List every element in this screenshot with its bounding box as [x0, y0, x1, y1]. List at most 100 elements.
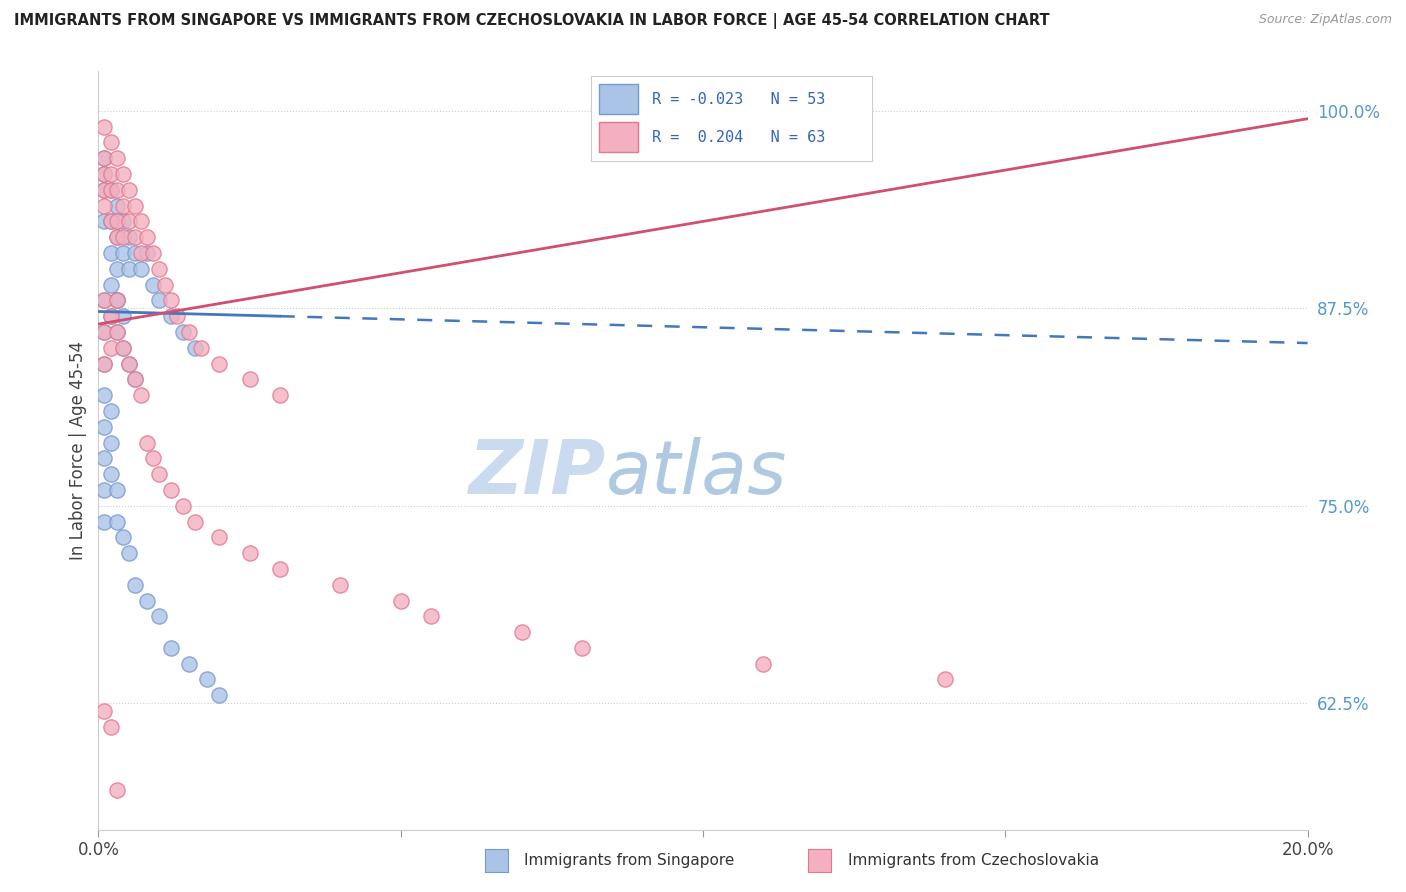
Point [148, 261, 170, 276]
Point [93, 183, 115, 197]
Point [111, 214, 134, 228]
Point [93, 183, 115, 197]
Point [111, 341, 134, 355]
Point [269, 388, 291, 402]
Point [135, 246, 157, 260]
Point [124, 372, 146, 386]
Point [93, 120, 115, 134]
Point [105, 183, 128, 197]
Point [124, 246, 146, 260]
Point [166, 309, 188, 323]
Point [148, 293, 170, 308]
Point [93, 357, 115, 371]
Point [148, 467, 170, 482]
Point [93, 151, 115, 165]
Point [160, 309, 183, 323]
Point [129, 246, 152, 260]
Point [100, 183, 122, 197]
Text: Immigrants from Czechoslovakia: Immigrants from Czechoslovakia [848, 854, 1099, 868]
Point [93, 167, 115, 181]
Point [105, 230, 128, 244]
Point [752, 657, 775, 671]
Point [111, 246, 134, 260]
Point [172, 325, 194, 339]
Point [93, 293, 115, 308]
Bar [599, 122, 638, 152]
Point [172, 499, 194, 513]
Point [142, 277, 165, 292]
Text: atlas: atlas [606, 437, 787, 509]
Point [105, 293, 128, 308]
Point [93, 325, 115, 339]
Point [93, 388, 115, 402]
Point [124, 230, 146, 244]
Point [269, 562, 291, 576]
Point [111, 341, 134, 355]
Point [329, 578, 352, 592]
Point [184, 341, 207, 355]
Point [160, 293, 183, 308]
Point [105, 783, 128, 797]
Point [93, 451, 115, 466]
Point [420, 609, 443, 624]
Point [93, 357, 115, 371]
Point [105, 293, 128, 308]
Point [100, 214, 122, 228]
Point [142, 246, 165, 260]
Point [105, 483, 128, 497]
Point [571, 640, 593, 655]
Text: Immigrants from Singapore: Immigrants from Singapore [524, 854, 735, 868]
Point [105, 214, 128, 228]
Point [160, 640, 183, 655]
Point [208, 357, 231, 371]
Point [148, 609, 170, 624]
Point [129, 214, 152, 228]
Point [105, 230, 128, 244]
Text: R =  0.204   N = 63: R = 0.204 N = 63 [652, 129, 825, 145]
Point [934, 673, 956, 687]
Point [118, 183, 141, 197]
Point [100, 341, 122, 355]
Point [389, 593, 412, 607]
Point [135, 230, 157, 244]
Bar [599, 85, 638, 114]
Point [195, 673, 218, 687]
Point [124, 199, 146, 213]
Point [93, 419, 115, 434]
Point [118, 357, 141, 371]
Point [93, 483, 115, 497]
Point [111, 309, 134, 323]
Point [124, 578, 146, 592]
Point [100, 214, 122, 228]
Point [190, 341, 212, 355]
Point [105, 293, 128, 308]
Point [142, 451, 165, 466]
Point [111, 530, 134, 544]
Point [118, 357, 141, 371]
Point [208, 688, 231, 702]
Point [93, 214, 115, 228]
Y-axis label: In Labor Force | Age 45-54: In Labor Force | Age 45-54 [69, 341, 87, 560]
Point [100, 167, 122, 181]
Text: R = -0.023   N = 53: R = -0.023 N = 53 [652, 92, 825, 107]
Point [105, 325, 128, 339]
Point [100, 277, 122, 292]
Point [93, 325, 115, 339]
Point [111, 167, 134, 181]
Point [93, 293, 115, 308]
Point [100, 309, 122, 323]
Point [208, 530, 231, 544]
Point [100, 435, 122, 450]
Point [239, 372, 262, 386]
Point [100, 246, 122, 260]
Point [100, 309, 122, 323]
Point [118, 230, 141, 244]
Point [184, 515, 207, 529]
Point [135, 593, 157, 607]
Point [153, 277, 176, 292]
Text: Source: ZipAtlas.com: Source: ZipAtlas.com [1258, 13, 1392, 27]
Point [239, 546, 262, 560]
Point [93, 199, 115, 213]
Point [118, 546, 141, 560]
Point [160, 483, 183, 497]
